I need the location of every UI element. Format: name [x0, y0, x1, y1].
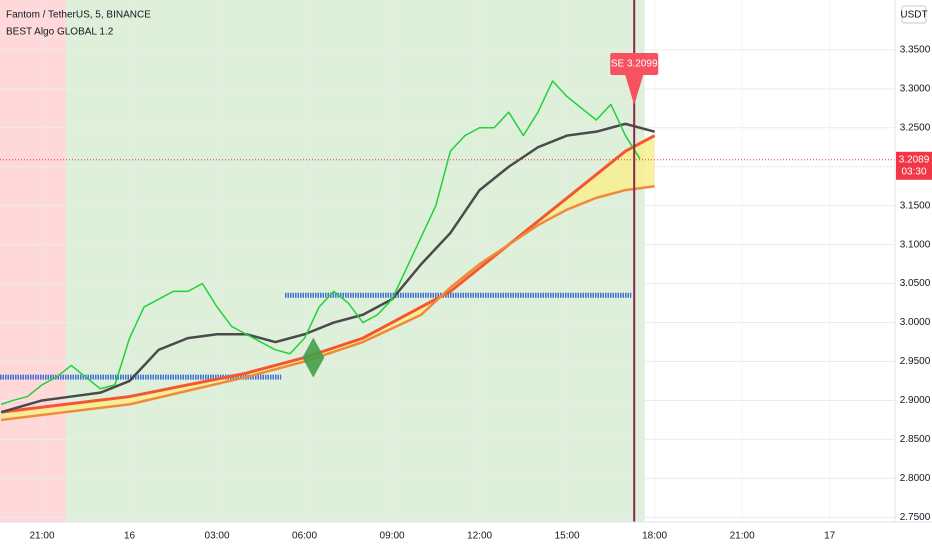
y-tick-label: 2.7500: [900, 512, 931, 523]
session-shading: [65, 0, 645, 522]
countdown-label: 03:30: [901, 166, 926, 177]
y-tick-label: 3.1500: [900, 200, 931, 211]
y-tick-label: 3.3000: [900, 83, 931, 94]
indicator-name: BEST Algo GLOBAL 1.2: [6, 27, 114, 38]
sell-signal-badge: [610, 53, 659, 76]
series-line: [1, 184, 655, 422]
x-tick-label: 21:00: [29, 531, 54, 542]
sell-signal-label: SE 3.2099: [611, 59, 658, 70]
y-tick-label: 3.0000: [900, 317, 931, 328]
y-tick-label: 3.3500: [900, 45, 931, 56]
session-shading: [0, 0, 66, 522]
currency: USDT: [900, 10, 927, 21]
x-tick-label: 18:00: [642, 531, 667, 542]
x-tick-label: 12:00: [467, 531, 492, 542]
x-tick-label: 21:00: [730, 531, 755, 542]
buy-signal: [302, 337, 325, 378]
y-tick-label: 2.9000: [900, 395, 931, 406]
y-tick-label: 3.0500: [900, 278, 931, 289]
y-tick-label: 3.2500: [900, 122, 931, 133]
series-line: [0, 122, 655, 414]
sell-signal: [625, 75, 644, 106]
x-tick-label: 15:00: [555, 531, 580, 542]
y-tick-label: 3.1000: [900, 239, 931, 250]
last-price-badge: [896, 151, 932, 180]
chart-title: Fantom / TetherUS, 5, BINANCE: [6, 10, 151, 21]
y-tick-label: 2.8500: [900, 434, 931, 445]
x-tick-label: 09:00: [380, 531, 405, 542]
y-tick-label: 2.8000: [900, 473, 931, 484]
last-price-label: 3.2089: [899, 154, 930, 165]
x-tick-label: 17: [824, 531, 836, 542]
x-tick-label: 03:00: [205, 531, 230, 542]
series-line: [0, 134, 656, 414]
x-tick-label: 06:00: [292, 531, 317, 542]
series-line: [0, 80, 641, 406]
x-tick-label: 16: [124, 531, 136, 542]
currency-badge[interactable]: [901, 5, 927, 24]
y-tick-label: 2.9500: [900, 356, 931, 367]
